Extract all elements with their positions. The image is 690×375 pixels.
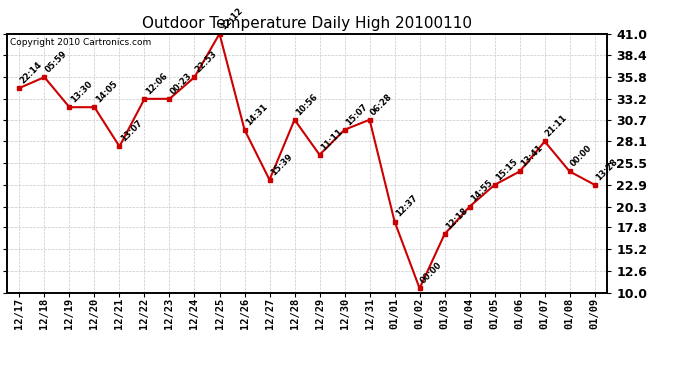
Text: 12:18: 12:18 xyxy=(444,206,469,231)
Text: 15:07: 15:07 xyxy=(344,102,369,127)
Text: 05:59: 05:59 xyxy=(43,49,69,74)
Text: 06:28: 06:28 xyxy=(368,92,394,117)
Text: 13:30: 13:30 xyxy=(68,80,94,104)
Text: 15:39: 15:39 xyxy=(268,152,294,177)
Text: 13:07: 13:07 xyxy=(119,118,144,144)
Text: 14:05: 14:05 xyxy=(94,79,119,104)
Text: Copyright 2010 Cartronics.com: Copyright 2010 Cartronics.com xyxy=(10,38,151,46)
Text: 22:53: 22:53 xyxy=(194,49,219,74)
Text: 00:23: 00:23 xyxy=(168,71,194,96)
Text: 12:06: 12:06 xyxy=(144,71,169,96)
Text: 22:14: 22:14 xyxy=(19,60,44,85)
Text: 10:56: 10:56 xyxy=(294,92,319,117)
Text: 12:37: 12:37 xyxy=(394,194,419,219)
Text: 00:00: 00:00 xyxy=(419,261,444,285)
Text: 14:31: 14:31 xyxy=(244,102,269,127)
Text: 15:15: 15:15 xyxy=(494,157,519,182)
Title: Outdoor Temperature Daily High 20100110: Outdoor Temperature Daily High 20100110 xyxy=(142,16,472,31)
Text: 12:12: 12:12 xyxy=(219,6,244,31)
Text: 00:00: 00:00 xyxy=(569,144,594,169)
Text: 21:11: 21:11 xyxy=(544,113,569,139)
Text: 11:11: 11:11 xyxy=(319,127,344,152)
Text: 13:28: 13:28 xyxy=(594,157,619,182)
Text: 14:55: 14:55 xyxy=(469,178,494,204)
Text: 13:41: 13:41 xyxy=(519,143,544,169)
